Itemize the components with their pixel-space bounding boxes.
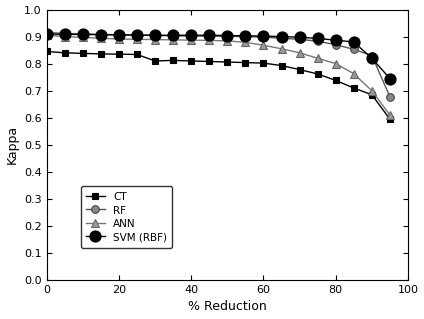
RF — [62, 32, 67, 35]
RF — [153, 33, 158, 37]
CT — [44, 49, 49, 53]
ANN — [44, 33, 49, 37]
RF — [134, 33, 139, 37]
SVM (RBF) — [351, 40, 356, 44]
ANN — [98, 36, 103, 40]
RF — [315, 39, 320, 43]
RF — [369, 54, 374, 57]
CT — [333, 78, 338, 82]
RF — [297, 37, 302, 41]
SVM (RBF) — [62, 33, 67, 36]
RF — [117, 33, 122, 37]
CT — [134, 53, 139, 56]
RF — [243, 35, 248, 39]
CT — [207, 60, 212, 63]
SVM (RBF) — [261, 34, 266, 38]
Line: SVM (RBF): SVM (RBF) — [41, 28, 396, 84]
CT — [279, 63, 284, 67]
SVM (RBF) — [369, 56, 374, 60]
Line: ANN: ANN — [43, 32, 394, 119]
RF — [189, 34, 194, 38]
ANN — [225, 39, 230, 43]
RF — [261, 35, 266, 39]
ANN — [117, 37, 122, 41]
ANN — [170, 38, 176, 42]
ANN — [297, 51, 302, 55]
RF — [80, 32, 85, 36]
CT — [98, 52, 103, 56]
CT — [80, 51, 85, 55]
SVM (RBF) — [98, 33, 103, 37]
SVM (RBF) — [333, 38, 338, 42]
CT — [189, 59, 194, 63]
RF — [351, 48, 356, 51]
ANN — [351, 72, 356, 76]
Line: RF: RF — [43, 29, 394, 100]
CT — [261, 61, 266, 65]
CT — [62, 51, 67, 55]
ANN — [207, 39, 212, 42]
ANN — [261, 43, 266, 47]
SVM (RBF) — [297, 35, 302, 39]
CT — [297, 68, 302, 71]
ANN — [388, 113, 393, 117]
RF — [333, 43, 338, 47]
ANN — [80, 35, 85, 39]
SVM (RBF) — [207, 33, 212, 37]
RF — [207, 34, 212, 38]
ANN — [62, 35, 67, 39]
RF — [279, 36, 284, 40]
Line: CT: CT — [43, 48, 393, 122]
X-axis label: % Reduction: % Reduction — [188, 300, 267, 314]
Legend: CT, RF, ANN, SVM (RBF): CT, RF, ANN, SVM (RBF) — [81, 186, 172, 248]
SVM (RBF) — [153, 33, 158, 37]
SVM (RBF) — [170, 33, 176, 37]
CT — [153, 59, 158, 63]
ANN — [189, 38, 194, 42]
CT — [170, 58, 176, 62]
SVM (RBF) — [243, 34, 248, 38]
RF — [98, 33, 103, 36]
ANN — [369, 89, 374, 93]
Y-axis label: Kappa: Kappa — [6, 125, 19, 164]
SVM (RBF) — [279, 35, 284, 39]
SVM (RBF) — [225, 33, 230, 37]
ANN — [134, 37, 139, 41]
RF — [388, 95, 393, 99]
CT — [117, 52, 122, 56]
ANN — [315, 56, 320, 60]
SVM (RBF) — [315, 37, 320, 41]
ANN — [333, 62, 338, 66]
CT — [351, 86, 356, 90]
CT — [369, 93, 374, 97]
SVM (RBF) — [388, 77, 393, 80]
CT — [243, 61, 248, 64]
ANN — [243, 41, 248, 44]
ANN — [279, 47, 284, 51]
SVM (RBF) — [189, 33, 194, 37]
RF — [44, 31, 49, 34]
ANN — [153, 38, 158, 41]
SVM (RBF) — [117, 33, 122, 37]
RF — [225, 34, 230, 38]
SVM (RBF) — [80, 33, 85, 36]
SVM (RBF) — [44, 32, 49, 36]
RF — [170, 34, 176, 38]
CT — [225, 60, 230, 64]
CT — [388, 117, 393, 121]
SVM (RBF) — [134, 33, 139, 37]
CT — [315, 72, 320, 76]
